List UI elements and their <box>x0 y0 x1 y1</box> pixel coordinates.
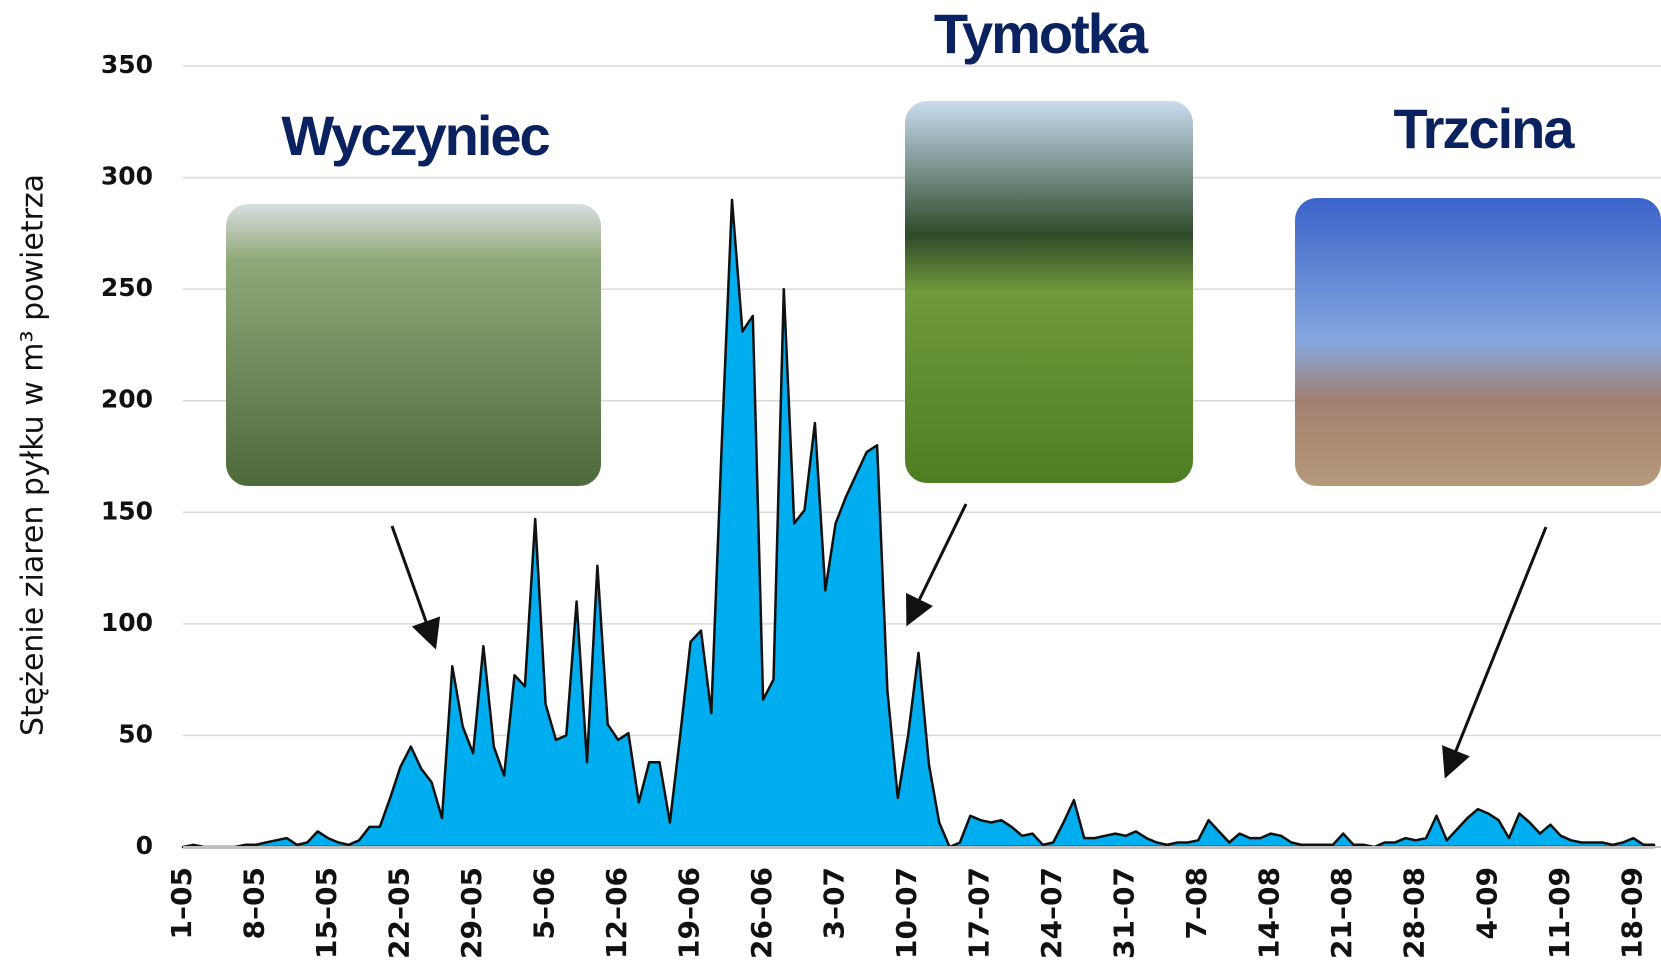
annotation: Tymotka <box>934 2 1149 65</box>
area <box>181 198 1656 849</box>
x-tick-label: 1–05 <box>165 867 198 939</box>
x-tick-label: 8–05 <box>238 867 271 939</box>
y-axis-label: Stężenie ziaren pyłku w m³ powietrza <box>16 174 51 736</box>
x-tick-label: 21–08 <box>1325 867 1358 959</box>
annotation: Wyczyniec <box>281 104 549 167</box>
arrow <box>1442 526 1548 779</box>
x-tick-label: 7–08 <box>1180 867 1213 939</box>
x-tick-label: 18–09 <box>1615 867 1648 959</box>
x-tick-label: 29–05 <box>455 867 488 959</box>
x-tick-label: 26–06 <box>745 867 778 959</box>
y-tick-label: 100 <box>101 608 153 637</box>
photo-tymotka <box>905 101 1193 483</box>
x-tick-label: 19–06 <box>673 867 706 959</box>
annotation: Trzcina <box>1394 97 1576 160</box>
y-tick-label: 250 <box>101 273 153 302</box>
x-tick-label: 10–07 <box>890 867 923 959</box>
arrow <box>390 525 441 650</box>
arrow <box>906 503 968 627</box>
y-tick-label: 300 <box>101 162 153 191</box>
photo-wyczyniec <box>226 204 601 486</box>
plot-area <box>181 198 1661 849</box>
photo-trzcina <box>1295 198 1661 486</box>
y-tick-label: 150 <box>101 496 153 525</box>
x-tick-label: 14–08 <box>1253 867 1286 959</box>
x-tick-label: 3–07 <box>818 867 851 939</box>
x-tick-label: 24–07 <box>1035 867 1068 959</box>
x-tick-label: 4–09 <box>1470 867 1503 939</box>
x-tick-label: 5–06 <box>528 867 561 939</box>
x-tick-label: 17–07 <box>963 867 996 959</box>
y-tick-label: 0 <box>136 831 153 860</box>
y-tick-label: 50 <box>118 719 153 748</box>
y-tick-label: 200 <box>101 385 153 414</box>
x-tick-label: 11–09 <box>1543 867 1576 959</box>
x-tick-label: 28–08 <box>1398 867 1431 959</box>
x-tick-label: 31–07 <box>1108 867 1141 959</box>
x-tick-label: 22–05 <box>383 867 416 959</box>
y-tick-label: 350 <box>101 50 153 79</box>
x-tick-label: 15–05 <box>310 867 343 959</box>
x-tick-label: 12–06 <box>600 867 633 959</box>
